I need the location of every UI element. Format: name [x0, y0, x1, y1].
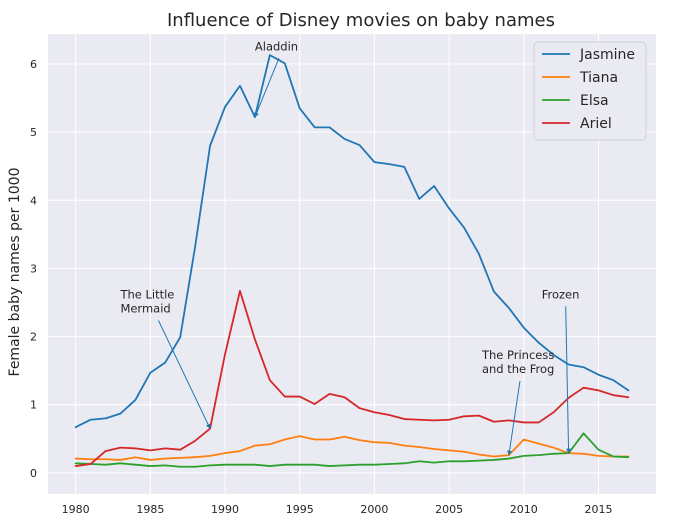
- annotation-label-line: The Princess: [481, 348, 554, 362]
- x-tick-label: 1995: [286, 503, 314, 516]
- annotation: The Princess and the Frog: [481, 348, 554, 456]
- annotation: Aladdin: [254, 39, 298, 118]
- x-tick-label: 2000: [360, 503, 388, 516]
- series-line-ariel: [74, 290, 630, 467]
- series-line-tiana: [74, 435, 630, 461]
- y-tick-label: 3: [30, 262, 37, 275]
- x-tick-label: 2005: [435, 503, 463, 516]
- annotation-arrow: [254, 58, 280, 118]
- legend-label: Jasmine: [579, 47, 635, 63]
- series-line-jasmine: [74, 54, 630, 429]
- annotation-layer: Aladdin The Little Mermaid The Princess and …: [119, 39, 580, 456]
- chart-title: Influence of Disney movies on baby names: [167, 10, 555, 31]
- annotation-arrow: [158, 320, 211, 430]
- x-tick-label: 2015: [584, 503, 612, 516]
- y-tick-label: 4: [30, 194, 37, 207]
- series-line-elsa: [74, 432, 630, 468]
- legend-label: Tiana: [579, 70, 618, 86]
- legend: Jasmine Tiana Elsa Ariel: [533, 41, 647, 141]
- x-tick-label: 2010: [510, 503, 538, 516]
- y-axis-label: Female baby names per 1000: [7, 168, 23, 377]
- y-tick-label: 2: [30, 331, 37, 344]
- annotation-label-line: Aladdin: [255, 39, 298, 53]
- annotation: The Little Mermaid: [119, 287, 211, 430]
- annotation: Frozen: [542, 287, 580, 454]
- annotation-label: Frozen: [542, 287, 580, 301]
- annotation-label-line: Frozen: [542, 287, 580, 301]
- annotation-label: Aladdin: [255, 39, 298, 53]
- annotation-arrow: [507, 380, 521, 456]
- series-layer: [74, 54, 630, 468]
- annotation-label-line: and the Frog: [482, 362, 554, 376]
- y-tick-label: 6: [30, 58, 37, 71]
- annotation-label-line: Mermaid: [120, 301, 170, 315]
- legend-label: Ariel: [580, 116, 612, 132]
- tick-labels: 1980 1985 1990 1995 2000 2005 2010 2015 0 1 2 3 4 5 6: [30, 58, 612, 516]
- legend-box: [533, 41, 647, 141]
- y-tick-label: 0: [30, 467, 37, 480]
- y-tick-label: 1: [30, 399, 37, 412]
- y-tick-label: 5: [30, 126, 37, 139]
- legend-label: Elsa: [580, 93, 609, 109]
- annotation-label: The Princess and the Frog: [481, 348, 554, 376]
- annotation-label-line: The Little: [119, 287, 174, 301]
- x-tick-label: 1980: [62, 503, 90, 516]
- x-tick-label: 1990: [211, 503, 239, 516]
- annotation-arrow: [565, 306, 572, 454]
- x-tick-label: 1985: [136, 503, 164, 516]
- annotation-label: The Little Mermaid: [119, 287, 174, 315]
